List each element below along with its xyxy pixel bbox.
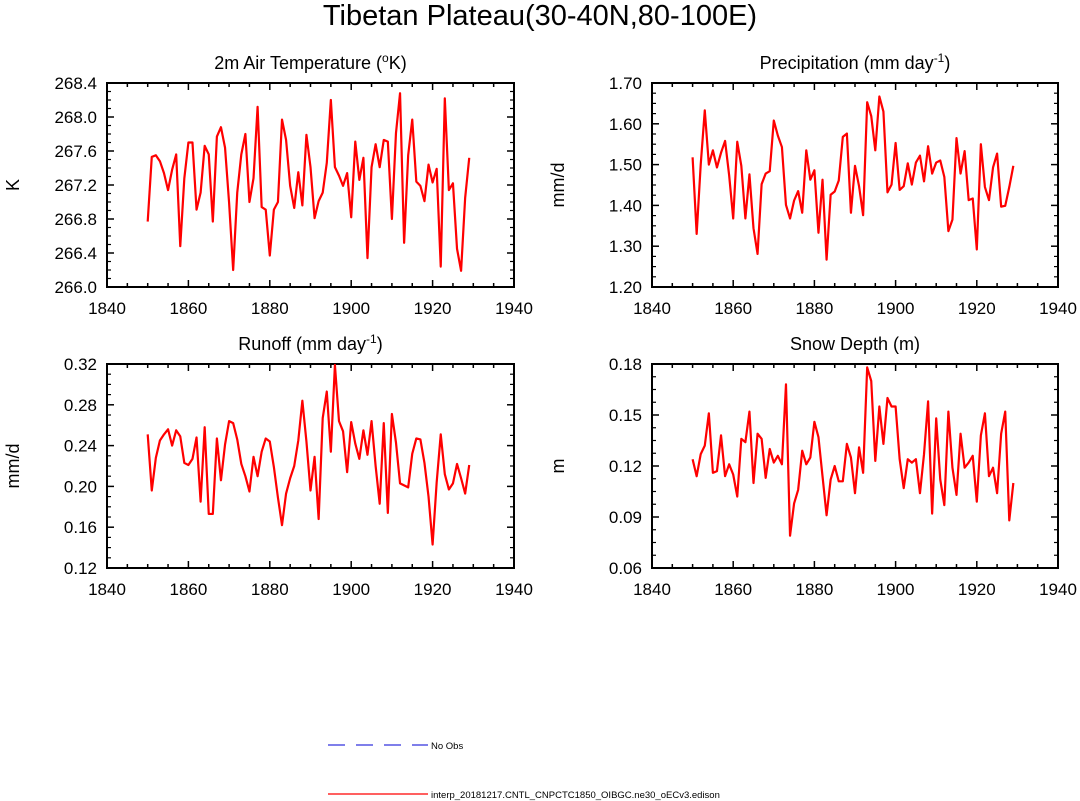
series-line-temperature bbox=[146, 92, 471, 272]
panel-temperature: 2m Air Temperature (oK) K 1840 1860 1880 1900… bbox=[3, 51, 533, 318]
panel-title-tail: K) bbox=[389, 53, 407, 73]
x-tick-label: 1880 bbox=[251, 580, 289, 599]
panel-title-precipitation: Precipitation (mm day-1) bbox=[760, 51, 951, 73]
y-tick-label: 267.6 bbox=[54, 142, 97, 161]
legend: No Obs interp_20181217.CNTL_CNPCTC1850_O… bbox=[328, 741, 720, 801]
panel-title-text: 2m Air Temperature ( bbox=[214, 53, 382, 73]
x-tick-label: 1920 bbox=[414, 580, 452, 599]
y-tick-label: 0.09 bbox=[609, 508, 642, 527]
y-tick-label: 1.50 bbox=[609, 156, 642, 175]
panel-title-snow-depth: Snow Depth (m) bbox=[790, 334, 920, 354]
y-tick-label: 266.4 bbox=[54, 244, 97, 263]
y-tick-label: 0.18 bbox=[609, 355, 642, 374]
series-line-snow-depth bbox=[691, 366, 1015, 537]
figure-title: Tibetan Plateau(30-40N,80-100E) bbox=[323, 0, 757, 32]
x-tick-label: 1900 bbox=[332, 580, 370, 599]
x-tick-label: 1840 bbox=[88, 580, 126, 599]
y-tick-label: 1.30 bbox=[609, 237, 642, 256]
y-tick-label: 1.60 bbox=[609, 115, 642, 134]
panel-title-temperature: 2m Air Temperature (oK) bbox=[214, 51, 406, 73]
x-tick-label: 1840 bbox=[633, 580, 671, 599]
series-line-precipitation bbox=[691, 95, 1015, 261]
plot-frame-precipitation bbox=[651, 82, 1059, 288]
x-tick-label: 1940 bbox=[1039, 299, 1077, 318]
x-tick-label: 1860 bbox=[169, 299, 207, 318]
y-tick-label: 268.4 bbox=[54, 74, 97, 93]
y-tick-label: 266.8 bbox=[54, 210, 97, 229]
x-tick-label: 1900 bbox=[877, 299, 915, 318]
x-tick-label: 1860 bbox=[714, 299, 752, 318]
y-tick-label: 268.0 bbox=[54, 108, 97, 127]
y-tick-label: 267.2 bbox=[54, 176, 97, 195]
y-tick-label: 266.0 bbox=[54, 278, 97, 297]
panel-precipitation: Precipitation (mm day-1) mm/d 1840 1860 1880… bbox=[548, 51, 1077, 318]
panel-title-superscript: o bbox=[382, 51, 389, 65]
panel-title-tail: ) bbox=[377, 334, 383, 354]
panel-title-superscript: -1 bbox=[934, 51, 945, 65]
panel-title-superscript: -1 bbox=[366, 332, 377, 346]
x-tick-label: 1880 bbox=[795, 580, 833, 599]
plot-frame-runoff bbox=[106, 363, 515, 569]
x-tick-label: 1940 bbox=[495, 299, 533, 318]
x-tick-label: 1920 bbox=[958, 299, 996, 318]
x-tick-label: 1860 bbox=[169, 580, 207, 599]
x-tick-label: 1880 bbox=[795, 299, 833, 318]
y-tick-label: 1.20 bbox=[609, 278, 642, 297]
panel-runoff: Runoff (mm day-1) mm/d 1840 1860 1880 1900 192… bbox=[3, 332, 533, 599]
y-tick-label: 0.15 bbox=[609, 406, 642, 425]
x-tick-label: 1840 bbox=[88, 299, 126, 318]
legend-obs-label: No Obs bbox=[431, 741, 463, 752]
y-tick-label: 1.70 bbox=[609, 74, 642, 93]
legend-model-label: interp_20181217.CNTL_CNPCTC1850_OIBGC.ne… bbox=[431, 790, 720, 801]
y-tick-label: 0.12 bbox=[609, 457, 642, 476]
panel-title-tail: ) bbox=[944, 53, 950, 73]
x-tick-label: 1900 bbox=[877, 580, 915, 599]
panels-group: 2m Air Temperature (oK) K 1840 1860 1880 1900… bbox=[3, 51, 1077, 599]
y-tick-label: 0.20 bbox=[64, 477, 97, 496]
y-tick-label: 0.28 bbox=[64, 396, 97, 415]
x-tick-label: 1840 bbox=[633, 299, 671, 318]
x-tick-label: 1940 bbox=[1039, 580, 1077, 599]
y-axis-label-precipitation: mm/d bbox=[548, 163, 568, 208]
x-tick-label: 1900 bbox=[332, 299, 370, 318]
x-tick-label: 1880 bbox=[251, 299, 289, 318]
panel-title-runoff: Runoff (mm day-1) bbox=[238, 332, 382, 354]
y-axis-label-runoff: mm/d bbox=[3, 444, 23, 489]
panel-title-text: Snow Depth (m) bbox=[790, 334, 920, 354]
panel-title-text: Runoff (mm day bbox=[238, 334, 366, 354]
panel-title-text: Precipitation (mm day bbox=[760, 53, 934, 73]
x-tick-label: 1940 bbox=[495, 580, 533, 599]
series-line-runoff bbox=[146, 363, 471, 546]
panel-snow-depth: Snow Depth (m) m 1840 1860 1880 1900 1920 1940 0… bbox=[548, 334, 1077, 599]
y-tick-label: 0.16 bbox=[64, 518, 97, 537]
y-axis-label-snow-depth: m bbox=[548, 459, 568, 474]
x-tick-label: 1920 bbox=[414, 299, 452, 318]
y-tick-label: 0.06 bbox=[609, 559, 642, 578]
x-tick-label: 1860 bbox=[714, 580, 752, 599]
y-axis-label-temperature: K bbox=[3, 179, 23, 191]
y-tick-label: 1.40 bbox=[609, 196, 642, 215]
y-tick-label: 0.24 bbox=[64, 437, 97, 456]
x-tick-label: 1920 bbox=[958, 580, 996, 599]
y-tick-label: 0.12 bbox=[64, 559, 97, 578]
y-tick-label: 0.32 bbox=[64, 355, 97, 374]
